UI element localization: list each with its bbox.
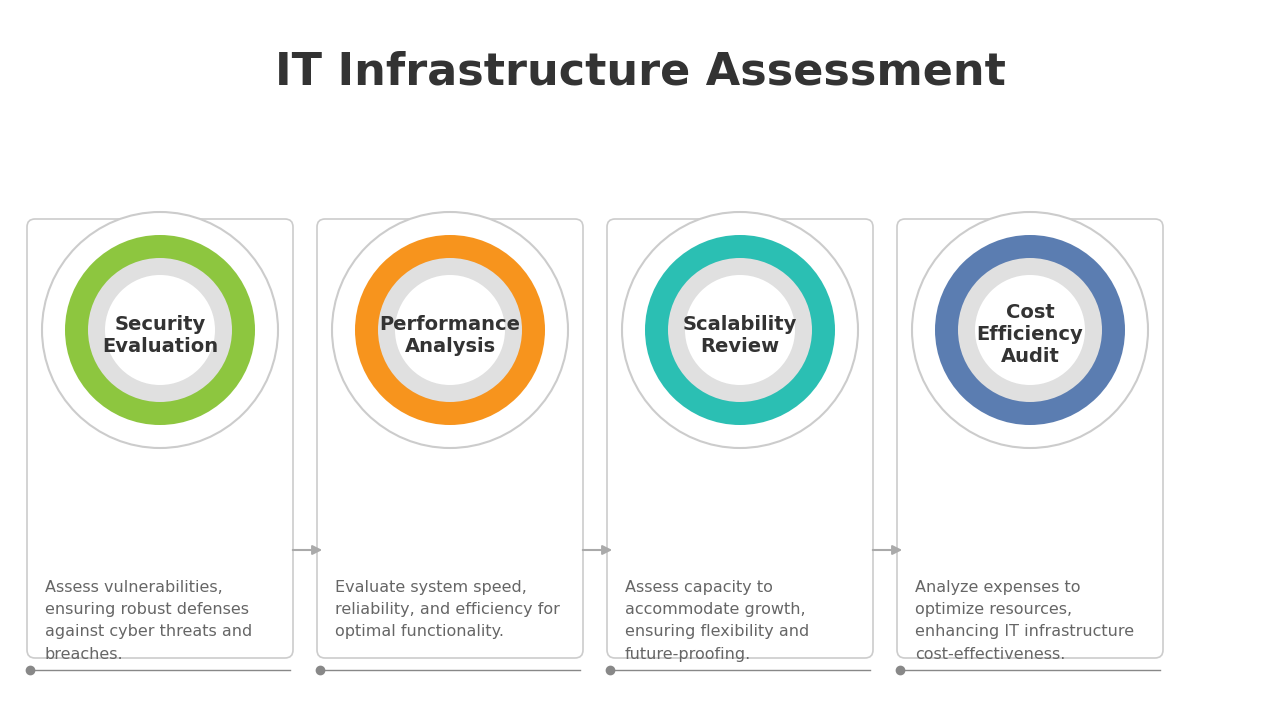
Circle shape	[378, 258, 522, 402]
Circle shape	[42, 212, 278, 448]
Circle shape	[88, 258, 232, 402]
Circle shape	[332, 212, 568, 448]
Circle shape	[911, 212, 1148, 448]
Text: Scalability
Review: Scalability Review	[682, 315, 797, 356]
Text: Security
Evaluation: Security Evaluation	[102, 315, 218, 356]
Text: IT Infrastructure Assessment: IT Infrastructure Assessment	[275, 50, 1005, 94]
Circle shape	[934, 235, 1125, 425]
Circle shape	[685, 275, 795, 385]
Circle shape	[396, 275, 506, 385]
Circle shape	[975, 275, 1085, 385]
Circle shape	[645, 235, 835, 425]
FancyBboxPatch shape	[897, 219, 1164, 658]
Text: Analyze expenses to
optimize resources,
enhancing IT infrastructure
cost-effecti: Analyze expenses to optimize resources, …	[915, 580, 1134, 662]
FancyBboxPatch shape	[27, 219, 293, 658]
Text: Performance
Analysis: Performance Analysis	[379, 315, 521, 356]
Text: Assess vulnerabilities,
ensuring robust defenses
against cyber threats and
breac: Assess vulnerabilities, ensuring robust …	[45, 580, 252, 662]
Circle shape	[355, 235, 545, 425]
FancyBboxPatch shape	[317, 219, 582, 658]
Text: Cost
Efficiency
Audit: Cost Efficiency Audit	[977, 304, 1083, 366]
FancyBboxPatch shape	[607, 219, 873, 658]
Text: Assess capacity to
accommodate growth,
ensuring flexibility and
future-proofing.: Assess capacity to accommodate growth, e…	[625, 580, 809, 662]
Text: Evaluate system speed,
reliability, and efficiency for
optimal functionality.: Evaluate system speed, reliability, and …	[335, 580, 559, 639]
Circle shape	[65, 235, 255, 425]
Circle shape	[105, 275, 215, 385]
Circle shape	[622, 212, 858, 448]
Circle shape	[957, 258, 1102, 402]
Circle shape	[668, 258, 812, 402]
